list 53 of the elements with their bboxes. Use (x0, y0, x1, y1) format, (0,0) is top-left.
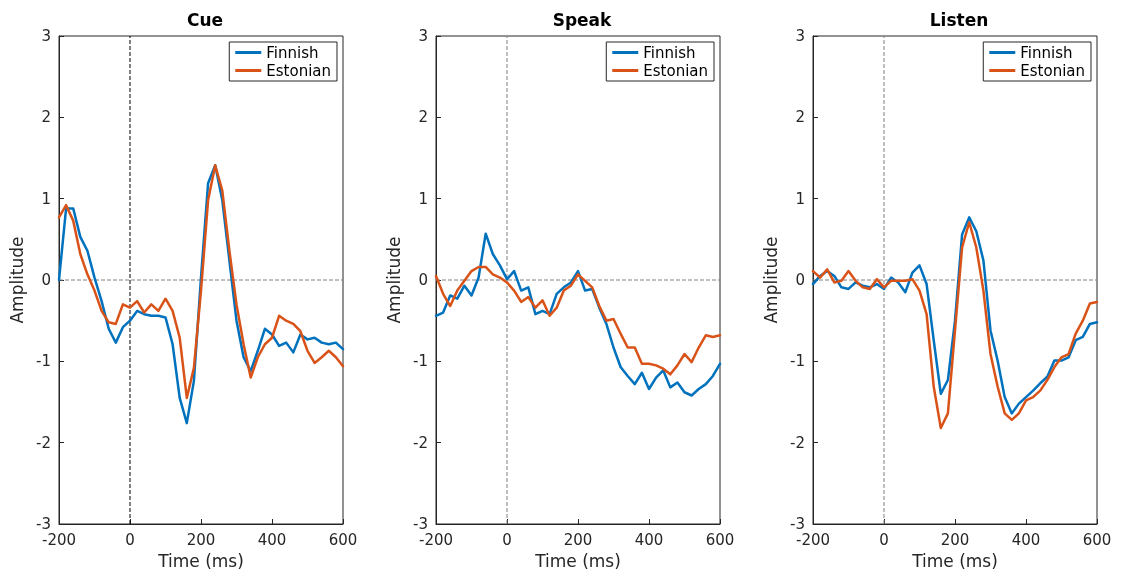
x-tick-label: 600 (328, 530, 358, 549)
x-axis-title: Time (ms) (157, 550, 244, 571)
chart-title: Speak (552, 9, 613, 30)
y-tick-label: 2 (41, 108, 51, 127)
x-tick-label: 200 (563, 530, 593, 549)
y-tick-label: 1 (418, 189, 428, 208)
x-tick-label: 0 (502, 530, 512, 549)
y-axis-title: Amplitude (383, 236, 404, 324)
x-tick-label: 400 (1011, 530, 1041, 549)
y-tick-label: 3 (795, 27, 805, 45)
y-tick-label: 2 (418, 108, 428, 127)
y-tick-label: -2 (36, 433, 51, 452)
y-tick-label: -2 (790, 433, 805, 452)
x-tick-label: 200 (186, 530, 216, 549)
x-axis-title: Time (ms) (534, 550, 621, 571)
legend-label: Finnish (266, 43, 319, 62)
x-tick-label: 0 (125, 530, 135, 549)
x-tick-label: 200 (940, 530, 970, 549)
y-tick-label: 2 (795, 108, 805, 127)
legend-label: Estonian (1020, 61, 1086, 80)
x-tick-label: 0 (879, 530, 889, 549)
legend-label: Estonian (643, 61, 709, 80)
y-tick-label: -1 (36, 352, 51, 371)
y-tick-label: -3 (36, 515, 51, 533)
line-series (434, 232, 722, 397)
x-tick-label: -200 (41, 530, 77, 549)
y-tick-label: -1 (413, 352, 428, 371)
x-tick-label: 600 (1082, 530, 1112, 549)
x-tick-label: 400 (257, 530, 287, 549)
chart-title: Cue (186, 9, 224, 30)
y-tick-label: 0 (418, 271, 428, 289)
y-tick-label: -3 (790, 515, 805, 533)
y-tick-label: 1 (41, 189, 51, 208)
legend-label: Finnish (1020, 43, 1073, 62)
y-axis-title: Amplitude (6, 236, 27, 324)
legend-label: Finnish (643, 43, 696, 62)
y-axis-title: Amplitude (760, 236, 781, 324)
line-series (434, 265, 722, 376)
y-tick-label: 3 (418, 27, 428, 45)
x-axis-title: Time (ms) (911, 550, 998, 571)
y-tick-label: -3 (413, 515, 428, 533)
x-tick-label: 600 (705, 530, 735, 549)
y-tick-label: 0 (795, 271, 805, 289)
legend-label: Estonian (266, 61, 332, 80)
chart-title: Listen (929, 9, 989, 30)
x-tick-label: -200 (795, 530, 831, 549)
x-tick-label: -200 (418, 530, 454, 549)
y-tick-label: 0 (41, 271, 51, 289)
y-tick-label: -1 (790, 352, 805, 371)
y-tick-label: 3 (41, 27, 51, 45)
y-tick-label: -2 (413, 433, 428, 452)
y-tick-label: 1 (795, 189, 805, 208)
x-tick-label: 400 (634, 530, 664, 549)
